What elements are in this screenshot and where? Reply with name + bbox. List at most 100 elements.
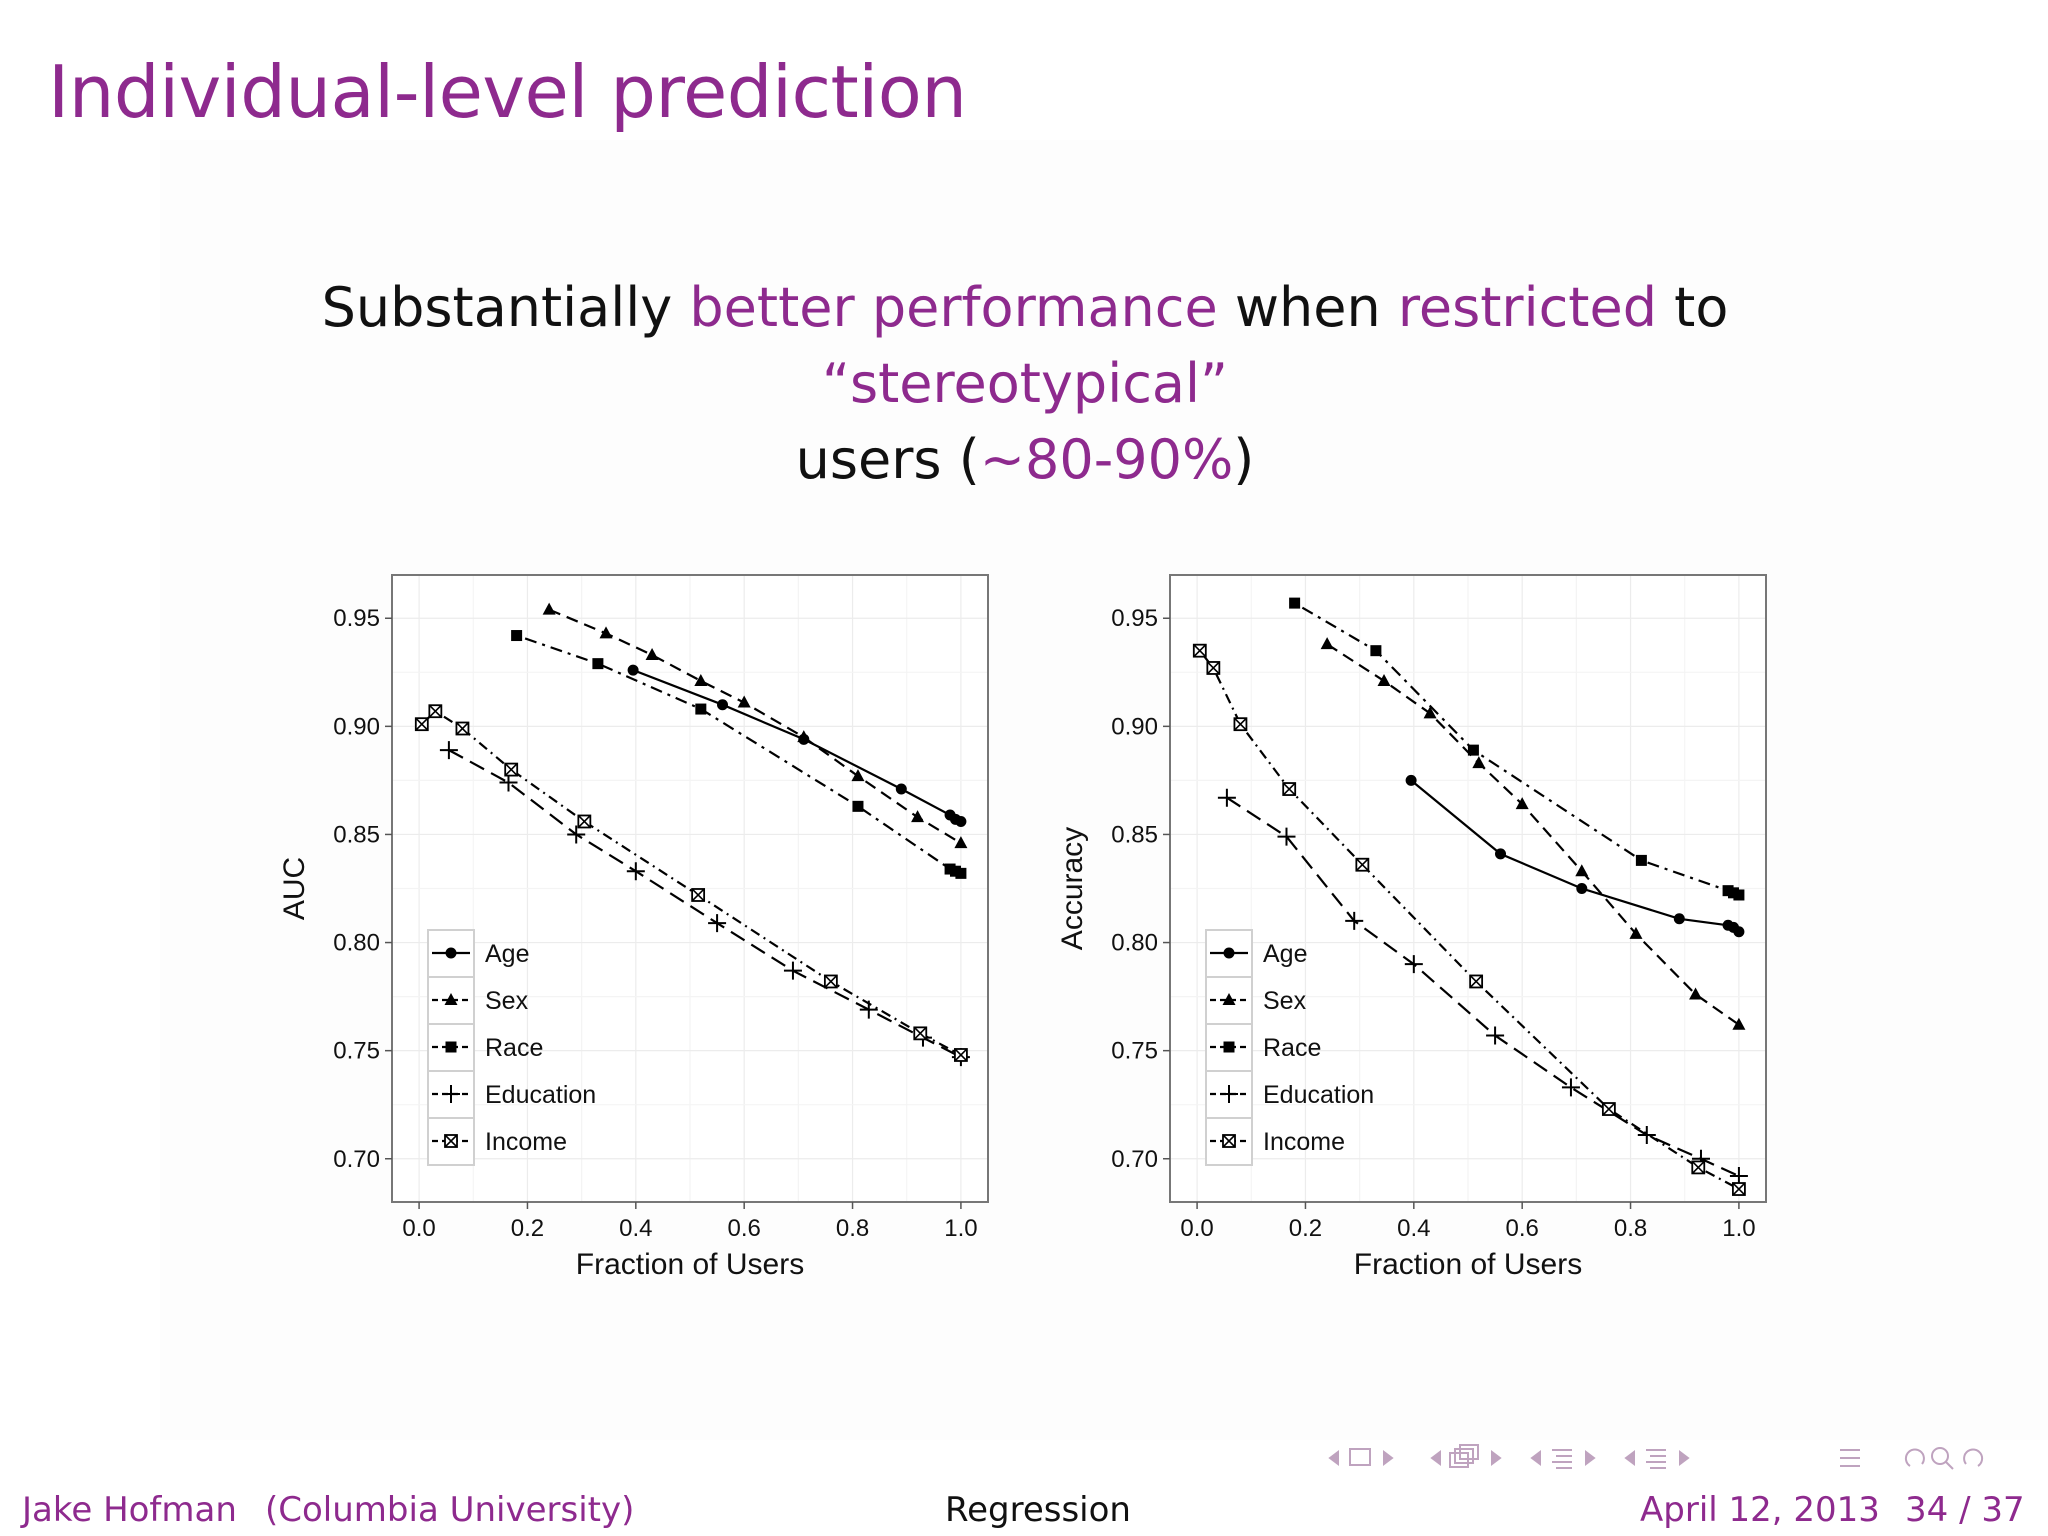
chart-svg: 0.70 0.75 0.80 0.85 0.90 0.95 0.0 0.2 0.4 0.6 0.8 1… <box>1056 574 1767 1281</box>
data-point <box>1277 827 1296 846</box>
y-axis-label: AUC <box>278 857 311 920</box>
y-axis-label: Accuracy <box>1056 827 1089 950</box>
y-tick-label: 0.85 <box>1111 821 1158 848</box>
x-tick-label: 1.0 <box>1722 1215 1755 1242</box>
data-point <box>1691 1160 1706 1175</box>
redo-icon[interactable] <box>1963 1448 1984 1467</box>
legend-marker <box>1220 1085 1238 1103</box>
frames-icon[interactable] <box>1449 1444 1479 1468</box>
data-point <box>895 783 907 795</box>
series-income <box>1192 643 1746 1196</box>
slide-subtitle: Substantially better performance when re… <box>130 270 1920 498</box>
data-point <box>955 867 967 879</box>
series-sex <box>542 602 968 849</box>
legend-marker <box>1223 947 1235 959</box>
arrow-left-icon[interactable] <box>1624 1450 1635 1466</box>
data-point <box>1282 782 1297 796</box>
data-point <box>439 741 458 760</box>
beamer-navigation <box>1310 1438 2030 1478</box>
legend-label: Age <box>1263 940 1307 968</box>
arrow-right-icon[interactable] <box>1383 1450 1394 1466</box>
data-point <box>695 703 707 715</box>
align-icon[interactable] <box>1840 1449 1860 1467</box>
x-tick-label: 0.0 <box>1180 1215 1213 1242</box>
data-point <box>455 721 470 736</box>
legend-marker <box>444 1134 458 1148</box>
slide-title: Individual-level prediction <box>48 50 967 134</box>
series-line <box>1198 650 1740 1190</box>
data-point <box>851 769 865 782</box>
data-point <box>511 630 523 642</box>
arrow-right-icon[interactable] <box>1679 1450 1690 1466</box>
subtitle-highlight: restricted <box>1397 276 1657 339</box>
series-age <box>1405 774 1745 938</box>
data-point <box>1673 913 1685 925</box>
section-icon[interactable] <box>1552 1449 1572 1469</box>
data-point <box>954 836 968 849</box>
data-point <box>708 914 727 933</box>
subtitle-highlight: better performance <box>689 276 1218 339</box>
subtitle-text: ) <box>1233 428 1255 491</box>
data-point <box>1635 854 1647 866</box>
plot-frame <box>391 574 989 1203</box>
subsection-icon[interactable] <box>1646 1449 1666 1469</box>
data-point <box>567 825 586 844</box>
data-point <box>1486 1026 1505 1045</box>
footer-institution: (Columbia University) <box>265 1490 635 1530</box>
data-point <box>1733 926 1745 938</box>
data-point <box>783 961 802 980</box>
x-axis-label: Fraction of Users <box>576 1248 804 1281</box>
y-tick-label: 0.70 <box>333 1146 380 1173</box>
y-tick-label: 0.90 <box>1111 713 1158 740</box>
undo-icon[interactable] <box>1904 1448 1925 1467</box>
arrow-right-icon[interactable] <box>1491 1450 1502 1466</box>
x-tick-label: 0.4 <box>1397 1215 1430 1242</box>
subtitle-text: when <box>1217 276 1398 339</box>
x-tick-label: 0.8 <box>1614 1215 1647 1242</box>
legend-label: Sex <box>485 987 529 1015</box>
legend: Age Sex Race Education Income <box>427 929 596 1166</box>
arrow-left-icon[interactable] <box>1328 1450 1339 1466</box>
subtitle-text: Substantially <box>321 276 690 339</box>
footer-page-number: 34 / 37 <box>1905 1490 2025 1530</box>
data-point <box>428 704 443 719</box>
subtitle-highlight: “stereotypical” <box>822 352 1228 415</box>
frame-icon[interactable] <box>1349 1448 1371 1466</box>
data-point <box>797 730 811 743</box>
data-point <box>1637 1125 1656 1144</box>
series-race <box>1289 597 1745 901</box>
footer-title: Regression <box>945 1490 1131 1530</box>
legend-label: Race <box>485 1034 543 1062</box>
series-education <box>439 741 970 1067</box>
data-point <box>694 673 708 686</box>
y-tick-label: 0.70 <box>1111 1146 1158 1173</box>
arrow-right-icon[interactable] <box>1585 1450 1596 1466</box>
legend-label: Education <box>1263 1081 1374 1109</box>
x-tick-label: 0.4 <box>619 1215 652 1242</box>
data-point <box>913 1026 928 1041</box>
legend-label: Age <box>485 940 529 968</box>
legend-marker <box>442 1085 460 1103</box>
search-icon[interactable] <box>1931 1447 1954 1470</box>
data-point <box>1729 1167 1748 1186</box>
data-point <box>1469 974 1484 989</box>
data-point <box>1206 661 1221 675</box>
auc-chart: 0.70 0.75 0.80 0.85 0.90 0.95 0.0 0.2 0.4 0.6 0.8 1… <box>250 560 1010 1300</box>
data-point <box>1689 987 1703 1000</box>
arrow-left-icon[interactable] <box>1430 1450 1441 1466</box>
data-point <box>852 800 864 812</box>
data-point <box>592 658 604 670</box>
data-point <box>645 647 659 660</box>
x-tick-label: 0.2 <box>511 1215 544 1242</box>
y-tick-label: 0.95 <box>1111 605 1158 632</box>
data-point <box>1370 645 1382 657</box>
data-point <box>1355 857 1370 872</box>
data-point <box>1732 1017 1746 1030</box>
x-tick-label: 0.0 <box>402 1215 435 1242</box>
x-tick-label: 0.6 <box>1505 1215 1538 1242</box>
legend-marker <box>1222 1134 1236 1148</box>
arrow-left-icon[interactable] <box>1530 1450 1541 1466</box>
data-point <box>1377 673 1391 686</box>
series-race <box>511 630 967 879</box>
data-point <box>717 699 729 711</box>
